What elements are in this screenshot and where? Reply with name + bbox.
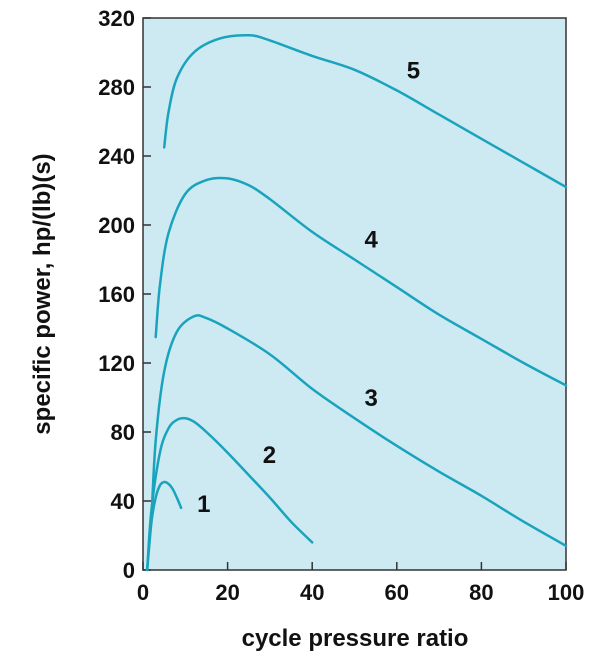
series-label-2: 2 <box>263 442 276 469</box>
plot-background <box>142 17 567 571</box>
series-label-4: 4 <box>365 227 379 254</box>
x-tick-label: 0 <box>137 580 149 605</box>
series-label-5: 5 <box>407 57 420 84</box>
series-label-1: 1 <box>197 491 210 518</box>
series-lines <box>145 33 568 572</box>
x-tick-label: 60 <box>385 580 409 605</box>
y-tick-label: 40 <box>111 489 135 514</box>
y-tick-label: 80 <box>111 420 135 445</box>
x-tick-label: 20 <box>215 580 239 605</box>
y-tick-label: 240 <box>98 144 135 169</box>
y-tick-label: 0 <box>123 558 135 583</box>
y-tick-label: 120 <box>98 351 135 376</box>
y-tick-label: 320 <box>98 6 135 31</box>
x-axis-ticks: 0 20 40 60 80 100 <box>137 562 584 605</box>
series-labels: 1 2 3 4 5 <box>197 57 420 517</box>
x-tick-label: 40 <box>300 580 324 605</box>
y-tick-label: 160 <box>98 282 135 307</box>
y-axis-title: specific power, hp/(lb)(s) <box>29 153 56 434</box>
series-line-3 <box>150 314 568 548</box>
series-line-4 <box>154 176 568 387</box>
series-label-3: 3 <box>365 385 378 412</box>
y-tick-label: 280 <box>98 75 135 100</box>
x-axis-title: cycle pressure ratio <box>242 625 469 652</box>
series-line-5 <box>162 33 568 189</box>
series-line-2 <box>145 416 314 572</box>
y-axis-ticks: 0 40 80 120 160 200 240 280 320 <box>98 6 151 583</box>
x-tick-label: 80 <box>469 580 493 605</box>
x-tick-label: 100 <box>548 580 585 605</box>
y-tick-label: 200 <box>98 213 135 238</box>
